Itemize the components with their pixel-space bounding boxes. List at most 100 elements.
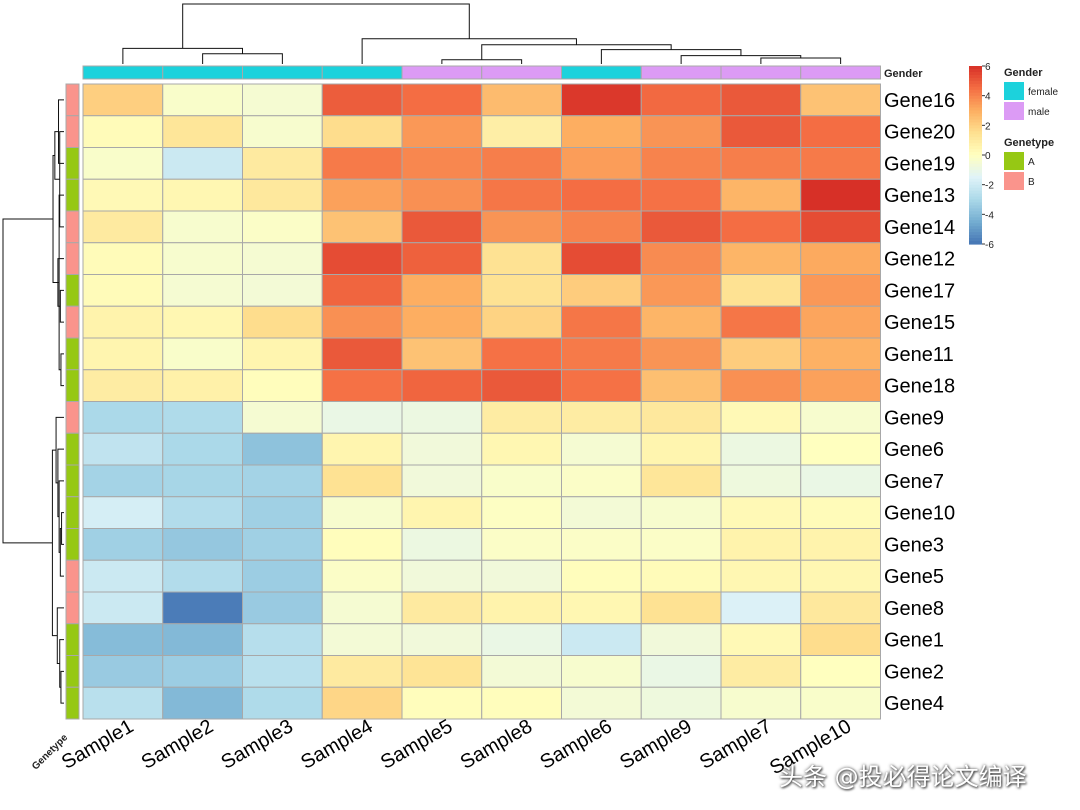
genetype-annotation-cell bbox=[65, 210, 80, 244]
colorbar-segment bbox=[969, 74, 982, 79]
heatmap-cell bbox=[242, 496, 323, 529]
heatmap-cell bbox=[242, 528, 323, 561]
heatmap-cell bbox=[82, 623, 164, 656]
heatmap-cell bbox=[720, 401, 802, 434]
row-label: Gene19 bbox=[884, 153, 955, 175]
heatmap-cell bbox=[242, 274, 323, 307]
heatmap-cell bbox=[481, 242, 562, 275]
heatmap-cell bbox=[481, 432, 562, 466]
heatmap-cell bbox=[321, 83, 403, 117]
colorbar-segment bbox=[969, 155, 982, 159]
gender-legend-label: male bbox=[1028, 107, 1050, 118]
colorbar-segment bbox=[969, 119, 982, 123]
genetype-annotation-cell bbox=[65, 337, 80, 371]
heatmap-cell bbox=[162, 210, 243, 244]
heatmap-cell bbox=[800, 147, 881, 180]
heatmap-cell bbox=[401, 305, 483, 339]
row-label: Gene6 bbox=[884, 439, 944, 461]
gender-annotation-cell bbox=[401, 65, 483, 80]
row-label: Gene17 bbox=[884, 280, 955, 302]
column-label: Sample3 bbox=[218, 715, 297, 774]
heatmap-cell bbox=[242, 147, 323, 180]
heatmap-cell bbox=[720, 528, 802, 561]
heatmap-cell bbox=[82, 432, 164, 466]
row-label: Gene8 bbox=[884, 598, 944, 620]
colorbar-segment bbox=[969, 226, 982, 230]
row-label: Gene9 bbox=[884, 407, 944, 429]
colorbar-segment bbox=[969, 143, 982, 147]
heatmap-cell bbox=[800, 401, 881, 434]
colorbar-segment bbox=[969, 89, 982, 94]
row-dendrogram-branch bbox=[60, 353, 64, 387]
column-dendrogram-branch bbox=[760, 57, 842, 64]
row-dendrogram-branch bbox=[59, 639, 64, 688]
colorbar-segment bbox=[969, 131, 982, 135]
gender-annotation-cell bbox=[800, 65, 881, 80]
colorbar-segment bbox=[969, 95, 982, 100]
colorbar-tick-label: -2 bbox=[985, 181, 994, 192]
genetype-annotation-cell bbox=[65, 178, 80, 212]
heatmap-cell bbox=[800, 432, 881, 466]
column-label: Sample1 bbox=[58, 715, 137, 774]
heatmap-cell bbox=[561, 210, 642, 244]
heatmap-cell bbox=[82, 83, 164, 117]
row-label: Gene4 bbox=[884, 693, 944, 715]
row-label: Gene16 bbox=[884, 90, 955, 112]
genetype-legend-label: A bbox=[1028, 157, 1035, 168]
heatmap-cell bbox=[561, 686, 642, 720]
heatmap-cell bbox=[82, 401, 164, 434]
heatmap-cell bbox=[640, 559, 722, 593]
row-dendrogram-branch bbox=[59, 528, 64, 577]
heatmap-cell bbox=[321, 369, 403, 402]
genetype-annotation-cell bbox=[65, 274, 80, 307]
heatmap-cell bbox=[321, 591, 403, 625]
gender-legend-swatch bbox=[1004, 82, 1024, 100]
heatmap-cell bbox=[82, 559, 164, 593]
heatmap-cell bbox=[242, 242, 323, 275]
colorbar-segment bbox=[969, 193, 982, 198]
column-dendrogram-branch bbox=[441, 59, 523, 64]
row-label: Gene2 bbox=[884, 661, 944, 683]
gender-annotation-cell bbox=[561, 65, 642, 80]
genetype-annotation-cell bbox=[65, 528, 80, 561]
heatmap-cell bbox=[800, 337, 881, 371]
genetype-annotation-cell bbox=[65, 401, 80, 434]
column-dendrogram-branch bbox=[122, 47, 243, 64]
genetype-annotation-cell bbox=[65, 242, 80, 275]
colorbar-segment bbox=[969, 77, 982, 82]
heatmap-cell bbox=[82, 274, 164, 307]
heatmap-cell bbox=[800, 686, 881, 720]
colorbar-segment bbox=[969, 190, 982, 195]
heatmap-cell bbox=[162, 305, 243, 339]
heatmap-cell bbox=[640, 591, 722, 625]
heatmap-cell bbox=[82, 655, 164, 688]
colorbar-segment bbox=[969, 101, 982, 106]
row-label: Gene7 bbox=[884, 471, 944, 493]
colorbar-segment bbox=[969, 163, 982, 168]
heatmap-cell bbox=[720, 305, 802, 339]
colorbar-segment bbox=[969, 152, 982, 156]
heatmap-cell bbox=[561, 496, 642, 529]
heatmap-cell bbox=[481, 464, 562, 498]
heatmap-cell bbox=[242, 655, 323, 688]
colorbar-segment bbox=[969, 107, 982, 112]
heatmap-cell bbox=[800, 464, 881, 498]
colorbar-tick-label: 4 bbox=[985, 92, 991, 103]
heatmap-cell bbox=[640, 337, 722, 371]
heatmap-cell bbox=[481, 337, 562, 371]
heatmap-cell bbox=[242, 369, 323, 402]
heatmap-cell bbox=[82, 496, 164, 529]
genetype-annotation-cell bbox=[65, 591, 80, 625]
heatmap-cell bbox=[800, 83, 881, 117]
heatmap-cell bbox=[800, 623, 881, 656]
heatmap-cell bbox=[640, 496, 722, 529]
heatmap-cell bbox=[401, 274, 483, 307]
heatmap-cell bbox=[162, 528, 243, 561]
heatmap-cell bbox=[401, 591, 483, 625]
heatmap-cell bbox=[561, 401, 642, 434]
heatmap-cell bbox=[481, 686, 562, 720]
heatmap-cell bbox=[481, 623, 562, 656]
heatmap-cell bbox=[242, 401, 323, 434]
colorbar-segment bbox=[969, 241, 982, 245]
heatmap-cell bbox=[640, 623, 722, 656]
